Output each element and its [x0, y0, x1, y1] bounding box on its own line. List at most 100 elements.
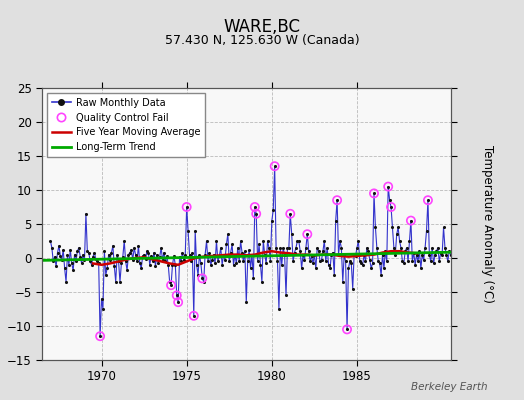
Point [161, 258, 170, 265]
Point [252, 210, 260, 217]
Point [66, 247, 74, 253]
Point [431, 251, 439, 258]
Point [434, 244, 442, 251]
Point [323, 244, 331, 251]
Point [334, 251, 343, 258]
Point [442, 251, 451, 258]
Point [144, 249, 152, 256]
Point [387, 204, 395, 210]
Point [436, 249, 445, 256]
Point [312, 265, 320, 271]
Text: 57.430 N, 125.630 W (Canada): 57.430 N, 125.630 W (Canada) [165, 34, 359, 47]
Point [445, 248, 453, 254]
Point [353, 244, 361, 251]
Point [407, 218, 415, 224]
Point [310, 251, 319, 258]
Point [59, 247, 68, 253]
Point [181, 251, 190, 258]
Point [201, 251, 209, 258]
Point [378, 251, 387, 258]
Point [314, 248, 323, 254]
Point [309, 260, 317, 267]
Point [250, 204, 259, 210]
Point [110, 263, 118, 269]
Point [202, 238, 211, 244]
Point [191, 228, 199, 234]
Point [157, 244, 165, 251]
Point [292, 244, 300, 251]
Point [190, 313, 198, 319]
Point [258, 278, 266, 285]
Point [278, 262, 286, 268]
Point [356, 258, 364, 265]
Point [93, 258, 102, 265]
Point [214, 258, 222, 265]
Point [272, 244, 280, 251]
Point [64, 262, 73, 268]
Point [151, 263, 160, 269]
Point [138, 253, 147, 259]
Point [228, 241, 236, 248]
Text: WARE,BC: WARE,BC [224, 18, 300, 36]
Point [286, 210, 294, 217]
Point [212, 238, 221, 244]
Point [158, 257, 167, 263]
Point [282, 292, 290, 298]
Point [198, 275, 206, 282]
Point [266, 258, 275, 265]
Point [50, 254, 59, 260]
Point [299, 251, 307, 258]
Point [410, 249, 418, 256]
Point [231, 251, 239, 258]
Point [255, 241, 263, 248]
Point [90, 249, 99, 256]
Point [235, 258, 243, 265]
Point [371, 224, 379, 230]
Point [344, 265, 353, 271]
Point [68, 260, 76, 267]
Point [370, 190, 378, 196]
Point [384, 183, 392, 190]
Point [327, 251, 335, 258]
Point [148, 258, 157, 265]
Point [46, 238, 54, 244]
Point [441, 244, 449, 251]
Point [384, 183, 392, 190]
Point [401, 248, 409, 254]
Point [146, 262, 154, 268]
Point [73, 248, 82, 254]
Point [96, 333, 104, 339]
Point [412, 251, 421, 258]
Point [232, 260, 241, 267]
Point [398, 258, 407, 265]
Point [340, 251, 348, 258]
Point [215, 253, 224, 259]
Point [130, 244, 138, 251]
Point [417, 265, 425, 271]
Point [133, 258, 141, 265]
Point [134, 242, 143, 249]
Point [107, 249, 116, 256]
Point [357, 260, 365, 267]
Point [366, 257, 374, 263]
Point [435, 258, 443, 265]
Point [439, 224, 447, 230]
Point [187, 258, 195, 265]
Point [106, 257, 114, 263]
Point [432, 248, 441, 254]
Point [316, 258, 324, 265]
Point [221, 257, 229, 263]
Point [52, 263, 60, 269]
Point [405, 238, 413, 244]
Point [408, 258, 417, 265]
Point [333, 197, 341, 203]
Point [167, 282, 175, 288]
Point [288, 231, 296, 237]
Point [99, 306, 107, 312]
Point [274, 258, 282, 265]
Point [124, 251, 133, 258]
Point [395, 238, 403, 244]
Point [444, 258, 452, 265]
Point [245, 247, 253, 253]
Point [220, 251, 228, 258]
